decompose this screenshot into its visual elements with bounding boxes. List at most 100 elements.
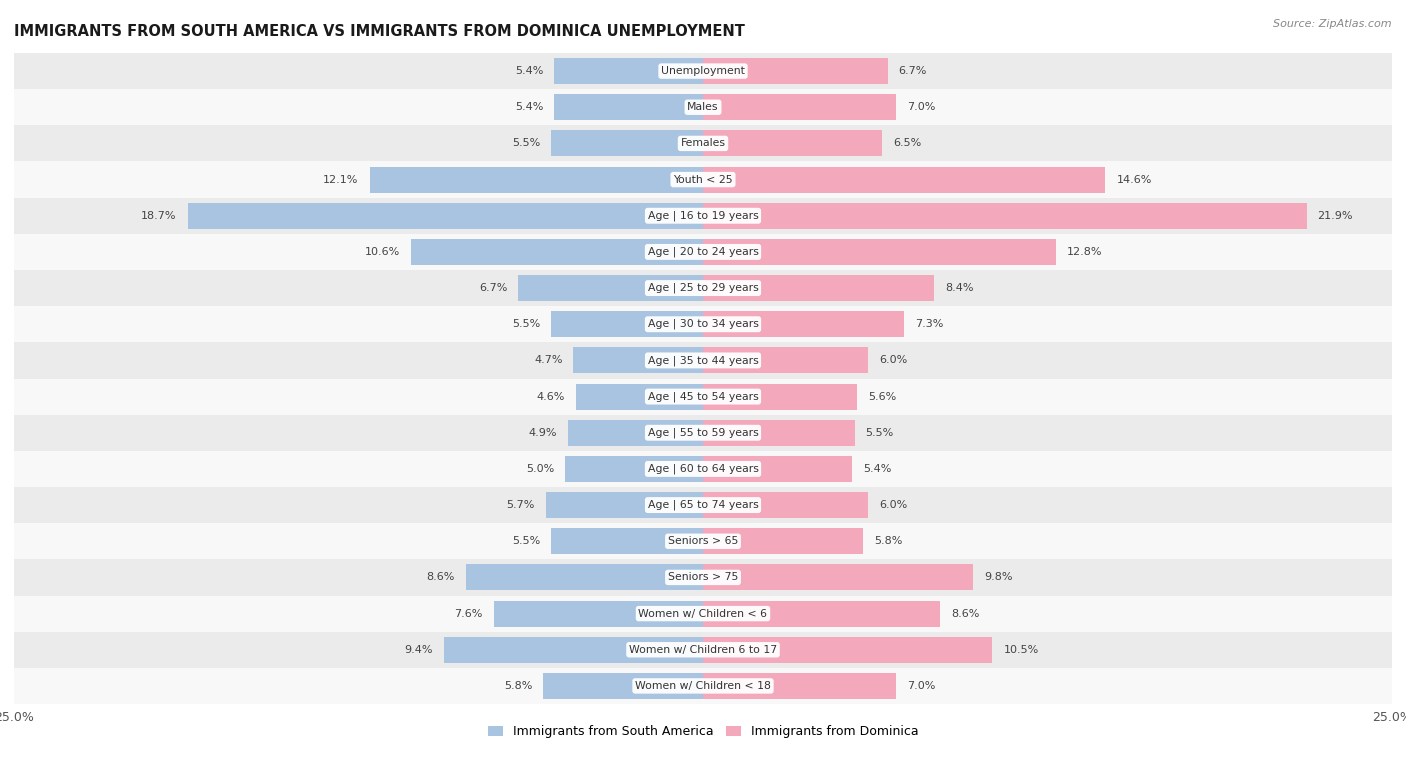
Bar	[703, 600, 941, 627]
Bar	[703, 419, 855, 446]
Text: 5.8%: 5.8%	[875, 536, 903, 547]
Bar	[551, 528, 703, 554]
Text: 10.6%: 10.6%	[364, 247, 399, 257]
Bar	[703, 94, 896, 120]
Legend: Immigrants from South America, Immigrants from Dominica: Immigrants from South America, Immigrant…	[482, 721, 924, 743]
Bar	[14, 487, 1392, 523]
Bar	[546, 492, 703, 518]
Text: 5.7%: 5.7%	[506, 500, 534, 510]
Bar	[14, 631, 1392, 668]
Bar	[543, 673, 703, 699]
Bar	[554, 94, 703, 120]
Bar	[14, 596, 1392, 631]
Bar	[14, 161, 1392, 198]
Bar	[187, 203, 703, 229]
Bar	[576, 384, 703, 410]
Bar	[551, 311, 703, 338]
Bar	[519, 275, 703, 301]
Bar	[554, 58, 703, 84]
Text: Age | 55 to 59 years: Age | 55 to 59 years	[648, 428, 758, 438]
Bar	[14, 378, 1392, 415]
Text: Women w/ Children < 18: Women w/ Children < 18	[636, 681, 770, 691]
Text: 9.8%: 9.8%	[984, 572, 1012, 582]
Bar	[703, 239, 1056, 265]
Text: Age | 25 to 29 years: Age | 25 to 29 years	[648, 283, 758, 293]
Bar	[370, 167, 703, 192]
Text: Age | 60 to 64 years: Age | 60 to 64 years	[648, 464, 758, 474]
Text: IMMIGRANTS FROM SOUTH AMERICA VS IMMIGRANTS FROM DOMINICA UNEMPLOYMENT: IMMIGRANTS FROM SOUTH AMERICA VS IMMIGRA…	[14, 24, 745, 39]
Bar	[703, 456, 852, 482]
Text: 4.7%: 4.7%	[534, 356, 562, 366]
Bar	[565, 456, 703, 482]
Bar	[703, 673, 896, 699]
Text: Women w/ Children 6 to 17: Women w/ Children 6 to 17	[628, 645, 778, 655]
Text: 5.4%: 5.4%	[515, 102, 543, 112]
Text: 7.0%: 7.0%	[907, 102, 935, 112]
Text: 9.4%: 9.4%	[405, 645, 433, 655]
Bar	[14, 89, 1392, 126]
Bar	[703, 565, 973, 590]
Text: 5.8%: 5.8%	[503, 681, 531, 691]
Bar	[465, 565, 703, 590]
Text: Unemployment: Unemployment	[661, 66, 745, 76]
Text: 18.7%: 18.7%	[141, 210, 177, 221]
Text: Females: Females	[681, 139, 725, 148]
Text: 6.7%: 6.7%	[898, 66, 927, 76]
Text: Age | 65 to 74 years: Age | 65 to 74 years	[648, 500, 758, 510]
Text: 6.7%: 6.7%	[479, 283, 508, 293]
Text: Age | 35 to 44 years: Age | 35 to 44 years	[648, 355, 758, 366]
Bar	[574, 347, 703, 373]
Text: Age | 20 to 24 years: Age | 20 to 24 years	[648, 247, 758, 257]
Bar	[14, 523, 1392, 559]
Text: 8.6%: 8.6%	[426, 572, 456, 582]
Bar	[703, 492, 869, 518]
Text: 6.0%: 6.0%	[879, 356, 908, 366]
Text: 7.3%: 7.3%	[915, 319, 943, 329]
Text: Males: Males	[688, 102, 718, 112]
Text: Seniors > 65: Seniors > 65	[668, 536, 738, 547]
Text: Age | 30 to 34 years: Age | 30 to 34 years	[648, 319, 758, 329]
Text: 21.9%: 21.9%	[1317, 210, 1353, 221]
Text: 7.6%: 7.6%	[454, 609, 482, 618]
Bar	[551, 130, 703, 157]
Bar	[14, 668, 1392, 704]
Bar	[14, 451, 1392, 487]
Bar	[703, 311, 904, 338]
Bar	[14, 234, 1392, 270]
Text: Women w/ Children < 6: Women w/ Children < 6	[638, 609, 768, 618]
Text: 6.5%: 6.5%	[893, 139, 921, 148]
Bar	[703, 275, 935, 301]
Text: 5.5%: 5.5%	[866, 428, 894, 438]
Bar	[444, 637, 703, 663]
Text: 5.0%: 5.0%	[526, 464, 554, 474]
Text: Seniors > 75: Seniors > 75	[668, 572, 738, 582]
Text: 5.5%: 5.5%	[512, 536, 540, 547]
Text: 14.6%: 14.6%	[1116, 175, 1152, 185]
Text: 8.6%: 8.6%	[950, 609, 980, 618]
Text: 5.5%: 5.5%	[512, 319, 540, 329]
Text: Age | 16 to 19 years: Age | 16 to 19 years	[648, 210, 758, 221]
Text: Source: ZipAtlas.com: Source: ZipAtlas.com	[1274, 19, 1392, 29]
Bar	[494, 600, 703, 627]
Text: 5.4%: 5.4%	[515, 66, 543, 76]
Bar	[703, 384, 858, 410]
Bar	[703, 167, 1105, 192]
Bar	[14, 415, 1392, 451]
Bar	[703, 203, 1306, 229]
Bar	[703, 637, 993, 663]
Bar	[14, 53, 1392, 89]
Text: Age | 45 to 54 years: Age | 45 to 54 years	[648, 391, 758, 402]
Bar	[703, 528, 863, 554]
Bar	[703, 347, 869, 373]
Text: 4.6%: 4.6%	[537, 391, 565, 401]
Bar	[568, 419, 703, 446]
Bar	[14, 270, 1392, 306]
Bar	[703, 58, 887, 84]
Text: 6.0%: 6.0%	[879, 500, 908, 510]
Bar	[14, 126, 1392, 161]
Bar	[14, 198, 1392, 234]
Text: 10.5%: 10.5%	[1004, 645, 1039, 655]
Text: 4.9%: 4.9%	[529, 428, 557, 438]
Bar	[411, 239, 703, 265]
Text: 5.4%: 5.4%	[863, 464, 891, 474]
